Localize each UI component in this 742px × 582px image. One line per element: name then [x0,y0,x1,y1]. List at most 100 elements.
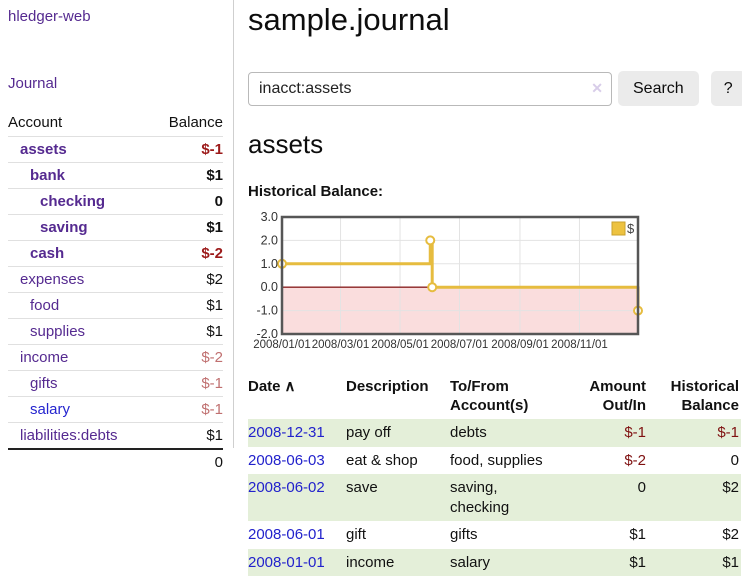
account-row-supplies: supplies $1 [8,318,223,345]
account-balance: 0 [151,188,223,215]
account-balance: $2 [151,266,223,293]
account-balance: $1 [151,162,223,189]
transaction-description: pay off [346,419,450,447]
sort-ascending-icon: ∧ [284,378,296,395]
account-link-checking[interactable]: checking [40,193,106,210]
account-balance: $-1 [151,396,223,423]
amount-column-header: Amount Out/In [589,378,646,415]
transaction-amount: $-2 [624,451,646,469]
account-link-salary[interactable]: salary [30,401,71,418]
historical-balance-chart: $3.0 2.0 1.0 0.0 -1.0 -2.0 2008/01/01 2008/03/0… [248,209,742,358]
account-link-supplies[interactable]: supplies [30,323,86,340]
date-column-header[interactable]: Date ∧ [248,378,296,395]
balance-column-header: Historical Balance [670,378,739,415]
transaction-balance: $2 [722,526,739,544]
account-link-expenses[interactable]: expenses [20,271,85,288]
search-input[interactable] [248,71,612,106]
account-row-gifts: gifts $-1 [8,370,223,397]
page-title: sample.journal [248,2,450,37]
transaction-accounts: saving, checking [450,474,566,522]
account-link-assets[interactable]: assets [20,141,67,158]
app-title-link[interactable]: hledger-web [8,8,91,25]
svg-text:1.0: 1.0 [261,257,278,271]
account-balance: $1 [151,292,223,319]
transaction-date-link[interactable]: 2008-01-01 [248,553,325,571]
account-balance: $1 [151,422,223,449]
transaction-amount: $-1 [566,419,648,447]
account-row-income: income $-2 [8,344,223,371]
chart-title: Historical Balance: [248,183,384,200]
svg-text:2008/05/01: 2008/05/01 [371,339,429,351]
account-link-bank[interactable]: bank [30,167,66,184]
transaction-date-link[interactable]: 2008-06-01 [248,526,325,544]
svg-text:-2.0: -2.0 [256,327,278,341]
clear-search-icon[interactable]: ✕ [591,79,603,96]
svg-text:2.0: 2.0 [261,233,278,247]
transaction-amount: $1 [629,526,646,544]
accounts-column-header: To/From Account(s) [450,378,529,415]
account-link-liabilities-debts[interactable]: liabilities:debts [20,427,118,444]
account-row-expenses: expenses $2 [8,266,223,293]
account-row-salary: salary $-1 [8,396,223,423]
account-balance: $-1 [151,370,223,397]
transaction-balance: 0 [730,451,739,469]
account-row-liabilities-debts: liabilities:debts $1 [8,422,223,449]
account-balance: $-2 [151,240,223,267]
account-row-saving: saving $1 [8,214,223,241]
account-column-header: Account [8,114,63,131]
register-row: 2008-06-02 save saving, checking 0 $2 [248,474,741,522]
svg-text:2008/03/01: 2008/03/01 [312,339,370,351]
transaction-accounts: gifts [450,526,478,544]
transaction-date-link[interactable]: 2008-06-02 [248,479,325,497]
accounts-total-row: 0 [8,448,223,475]
account-link-saving[interactable]: saving [40,219,88,236]
transaction-date-link[interactable]: 2008-12-31 [248,424,325,442]
transaction-balance: $-1 [648,419,741,447]
register-row: 2008-06-01 gift gifts $1 $2 [248,521,741,549]
transaction-balance: $2 [648,474,741,522]
account-link-gifts[interactable]: gifts [30,375,58,392]
account-row-bank: bank $1 [8,162,223,189]
account-table-header: Account Balance [8,111,223,137]
transaction-date-link[interactable]: 2008-06-03 [248,451,325,469]
register-table: Date ∧ Description To/From Account(s) Amo… [248,375,741,577]
search-button[interactable]: Search [618,71,699,106]
svg-text:2008/09/01: 2008/09/01 [491,339,549,351]
help-button[interactable]: ? [710,71,742,106]
account-link-income[interactable]: income [20,349,69,366]
main-content: sample.journal ✕ Search ? assets Histori… [234,0,742,577]
search-row: ✕ Search ? [248,71,742,106]
account-row-cash: cash $-2 [8,240,223,267]
register-row: 2008-12-31 pay off debts $-1 $-1 [248,419,741,447]
account-balance: $1 [151,318,223,345]
register-row: 2008-06-03 eat & shop food, supplies $-2… [248,447,741,475]
account-row-checking: checking 0 [8,188,223,215]
account-balance: $-2 [151,344,223,371]
svg-text:-1.0: -1.0 [256,304,278,318]
transaction-balance: $1 [648,548,741,577]
register-header-row: Date ∧ Description To/From Account(s) Amo… [248,375,741,419]
account-balance: $1 [151,214,223,241]
transaction-amount: 0 [566,474,648,522]
register-row: 2008-01-01 income salary $1 $1 [248,548,741,577]
account-section-heading: assets [248,129,324,159]
account-balance: $-1 [151,136,223,163]
sidebar-item-journal[interactable]: Journal [8,75,58,92]
balance-column-header: Balance [168,114,223,131]
svg-text:0.0: 0.0 [261,280,278,294]
accounts-total-value: 0 [151,448,223,475]
account-link-cash[interactable]: cash [30,245,65,262]
svg-text:2008/11/01: 2008/11/01 [551,339,608,351]
svg-text:3.0: 3.0 [261,210,278,224]
search-field-wrap: ✕ [248,71,612,106]
account-link-food[interactable]: food [30,297,60,314]
transaction-accounts: food, supplies [450,451,543,469]
svg-text:$: $ [627,221,635,236]
description-column-header: Description [346,378,429,395]
account-row-assets: assets $-1 [8,136,223,163]
transaction-accounts: debts [450,419,566,447]
account-row-food: food $1 [8,292,223,319]
transaction-description: save [346,474,450,522]
